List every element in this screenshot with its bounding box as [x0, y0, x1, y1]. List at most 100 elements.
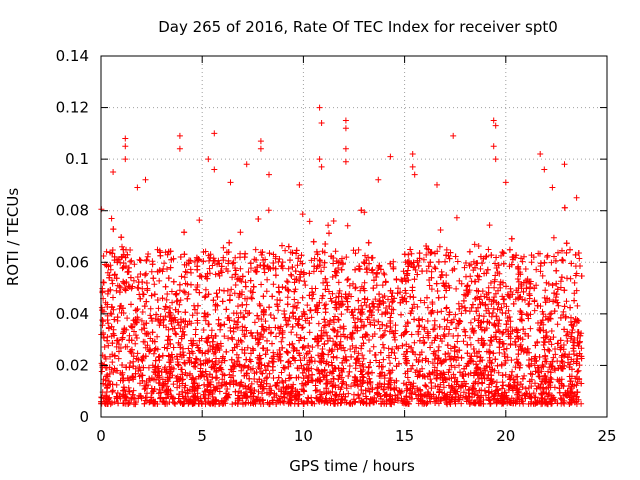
data-point [346, 363, 353, 369]
data-point [323, 279, 330, 286]
data-point [149, 362, 156, 369]
data-point [539, 272, 546, 279]
data-point [464, 283, 471, 290]
data-point [357, 316, 364, 323]
data-point [376, 363, 383, 370]
data-point [333, 342, 340, 348]
data-point [370, 285, 377, 292]
data-point [415, 262, 422, 269]
data-point [173, 290, 180, 297]
data-point [369, 369, 375, 376]
data-point [212, 271, 219, 278]
data-point [370, 343, 377, 350]
data-point [558, 358, 565, 364]
data-point [162, 313, 169, 320]
data-point [519, 296, 526, 303]
data-point [383, 391, 390, 398]
data-point [401, 329, 408, 336]
data-point [499, 385, 505, 392]
data-point [517, 308, 524, 315]
data-point [470, 385, 477, 392]
data-point [419, 268, 426, 275]
data-point [142, 272, 148, 279]
data-point [109, 250, 116, 257]
data-point [531, 307, 538, 314]
data-point [437, 397, 444, 404]
data-point [333, 332, 340, 339]
data-point [333, 306, 340, 312]
data-point [551, 290, 558, 297]
data-point [229, 274, 236, 281]
data-point [104, 301, 111, 308]
data-point [500, 346, 507, 353]
data-point [333, 391, 340, 398]
data-point [277, 297, 283, 304]
data-point [477, 324, 484, 331]
data-point [343, 254, 350, 261]
data-point [463, 260, 469, 266]
data-point [295, 322, 302, 329]
data-point [228, 366, 235, 373]
data-point [353, 344, 360, 351]
data-point [287, 400, 294, 407]
data-point [460, 338, 467, 345]
data-point [323, 385, 330, 392]
data-point [213, 290, 220, 297]
data-point [309, 377, 316, 384]
data-point [507, 288, 514, 295]
data-point [281, 308, 288, 314]
data-point [270, 375, 277, 381]
data-point [272, 272, 279, 279]
data-point [299, 325, 305, 331]
data-point [238, 338, 245, 345]
data-point [255, 388, 262, 395]
data-point [523, 277, 529, 284]
data-point [474, 272, 481, 279]
data-point [184, 269, 190, 276]
data-point [142, 394, 149, 401]
data-point [136, 256, 143, 263]
data-point [175, 395, 182, 402]
data-point [194, 257, 201, 264]
data-point [428, 379, 435, 386]
data-point [315, 342, 321, 349]
data-point [488, 301, 495, 308]
data-point [315, 320, 322, 327]
data-point [260, 257, 267, 263]
data-point [226, 297, 233, 304]
chart-title: Day 265 of 2016, Rate Of TEC Index for r… [158, 18, 558, 36]
data-point [155, 305, 162, 312]
data-point [435, 355, 442, 361]
data-point [364, 379, 371, 386]
data-point [149, 338, 156, 345]
data-point [340, 325, 347, 332]
data-point [515, 266, 522, 272]
data-point [307, 307, 314, 314]
data-point [575, 367, 582, 374]
data-point [116, 348, 122, 355]
data-point [437, 335, 444, 342]
data-point [235, 392, 241, 399]
data-point [220, 244, 227, 251]
data-point [170, 316, 177, 323]
data-point [530, 254, 537, 261]
data-point [271, 315, 278, 322]
data-point [317, 394, 324, 401]
data-point [480, 397, 487, 403]
data-point [483, 363, 490, 369]
data-point [381, 271, 388, 278]
data-point [330, 326, 336, 333]
data-point [125, 264, 132, 271]
data-point [228, 334, 235, 341]
data-point [407, 246, 414, 253]
data-point [293, 250, 300, 257]
data-point [105, 378, 112, 385]
data-point [303, 373, 310, 379]
data-point [425, 358, 432, 365]
data-point [276, 353, 283, 360]
data-point [281, 394, 288, 401]
data-point [234, 276, 241, 283]
data-point [522, 266, 529, 272]
data-point [264, 374, 271, 381]
data-point [332, 313, 338, 320]
